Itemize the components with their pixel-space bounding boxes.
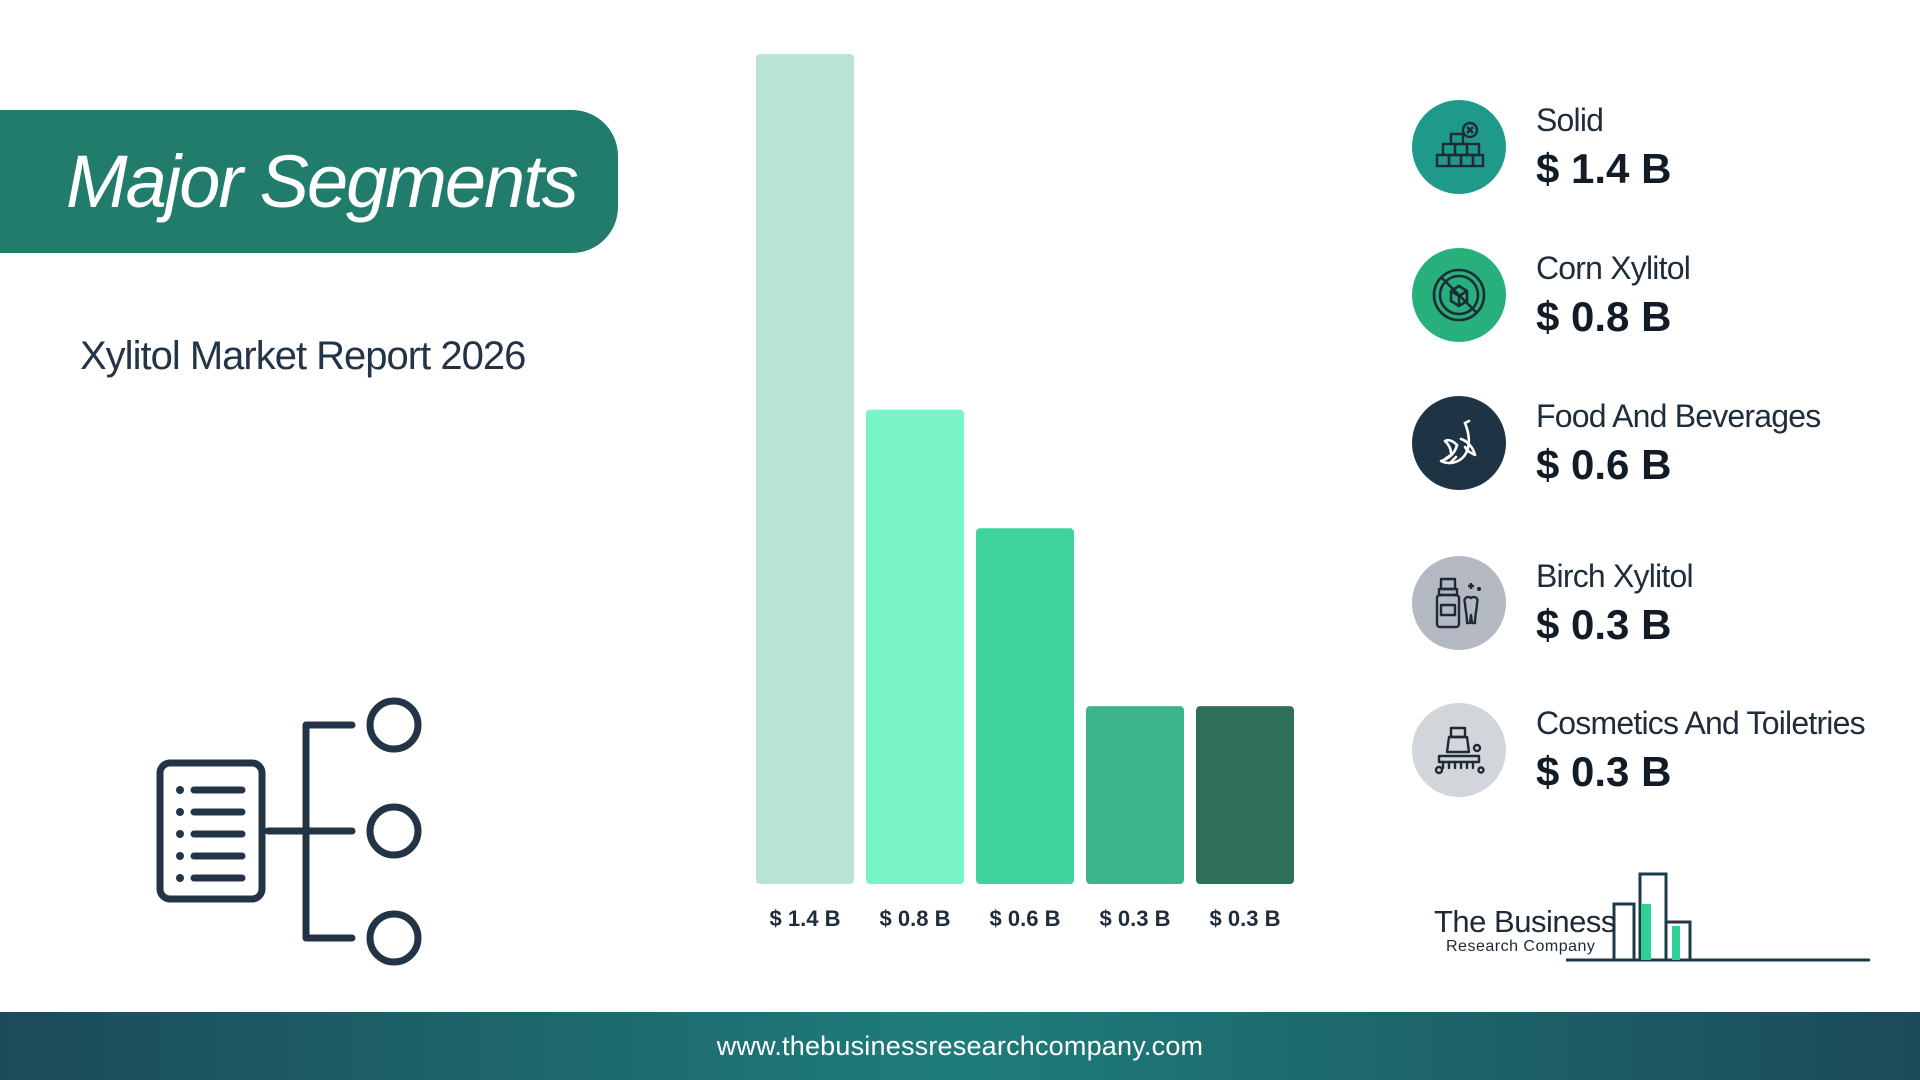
legend-item-food-and-beverages: Food And Beverages $ 0.6 B: [1412, 396, 1821, 490]
legend-item-corn-xylitol: Corn Xylitol $ 0.8 B: [1412, 248, 1691, 342]
bar-value-label: $ 0.8 B: [880, 906, 951, 931]
segments-diagram-icon: [156, 697, 422, 966]
bar-value-label: $ 0.3 B: [1210, 906, 1281, 931]
logo-line2: Research Company: [1446, 938, 1596, 955]
legend-value: $ 0.3 B: [1536, 600, 1672, 648]
bar-value-label: $ 0.3 B: [1100, 906, 1171, 931]
bar-birch-xylitol: [1086, 706, 1184, 884]
legend-value: $ 0.3 B: [1536, 747, 1672, 795]
mouthwash-tooth-icon: [1435, 577, 1481, 629]
legend-item-cosmetics-and-toiletries: Cosmetics And Toiletries $ 0.3 B: [1412, 703, 1866, 797]
title-banner: Major Segments: [0, 110, 618, 253]
bar-value-label: $ 0.6 B: [990, 906, 1061, 931]
sugar-cubes-icon: [1435, 121, 1485, 168]
legend-icon-circle: [1412, 396, 1506, 490]
legend-icon-circle: [1412, 556, 1506, 650]
legend-name: Corn Xylitol: [1536, 249, 1691, 286]
legend-icon-circle: [1412, 703, 1506, 797]
legend-name: Cosmetics And Toiletries: [1536, 704, 1866, 741]
page-title: Major Segments: [66, 140, 579, 223]
legend-icon-circle: [1412, 100, 1506, 194]
legend-name: Birch Xylitol: [1536, 557, 1694, 594]
legend-value: $ 0.8 B: [1536, 292, 1672, 340]
legend-name: Solid: [1536, 101, 1604, 138]
bar-cosmetics-and-toiletries: [1196, 706, 1294, 884]
bar-value-label: $ 1.4 B: [770, 906, 841, 931]
legend-value: $ 1.4 B: [1536, 144, 1672, 192]
logo-line1: The Business: [1434, 904, 1616, 939]
soap-brush-icon: [1434, 726, 1485, 775]
bar-corn-xylitol: [866, 409, 964, 884]
legend-value: $ 0.6 B: [1536, 440, 1672, 488]
no-sugar-icon: [1432, 268, 1486, 322]
bar-solid: [756, 54, 854, 884]
report-subtitle: Xylitol Market Report 2026: [80, 334, 526, 378]
banana-icon: [1439, 419, 1477, 465]
footer-url[interactable]: www.thebusinessresearchcompany.com: [716, 1030, 1204, 1061]
skyline-logo-icon: [1566, 872, 1870, 962]
footer-bar: www.thebusinessresearchcompany.com: [0, 1012, 1920, 1080]
legend-item-birch-xylitol: Birch Xylitol $ 0.3 B: [1412, 556, 1694, 650]
bar-food-and-beverages: [976, 528, 1074, 884]
legend-name: Food And Beverages: [1536, 397, 1821, 434]
legend-icon-circle: [1412, 248, 1506, 342]
legend-item-solid: Solid $ 1.4 B: [1412, 100, 1671, 194]
